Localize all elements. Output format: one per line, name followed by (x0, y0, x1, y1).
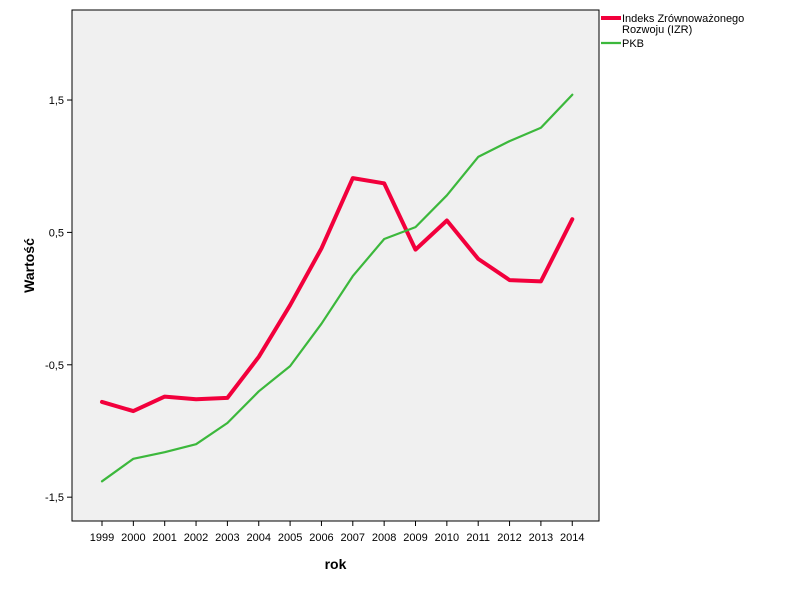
x-tick-label: 2009 (403, 532, 427, 544)
y-tick-label: -1,5 (45, 492, 64, 504)
x-tick-label: 2013 (529, 532, 553, 544)
series-layer (100, 93, 575, 483)
x-tick-label: 2008 (372, 532, 396, 544)
x-tick-label: 2006 (309, 532, 333, 544)
x-tick-label: 2007 (341, 532, 365, 544)
legend-label-line: PKB (622, 38, 644, 50)
x-tick-label: 2011 (466, 532, 490, 544)
y-axis-title: Wartość (21, 238, 37, 293)
x-tick-label: 2000 (121, 532, 145, 544)
plot-area (71, 9, 600, 522)
series-line-izr (100, 176, 575, 414)
series-line-pkb (100, 93, 574, 483)
x-tick-label: 2014 (560, 532, 584, 544)
x-tick-label: 2002 (184, 532, 208, 544)
x-tick-label: 2010 (435, 532, 459, 544)
legend-label: PKB (622, 38, 644, 50)
x-tick-label: 2001 (152, 532, 176, 544)
y-axis: 1,5 0,5 -0,5 -1,5 (45, 95, 72, 504)
legend-label-line: Rozwoju (IZR) (622, 24, 692, 36)
x-tick-label: 1999 (90, 532, 114, 544)
x-axis: 1999 2000 2001 2002 2003 2004 2005 2006 2007 2008… (90, 521, 584, 544)
legend-label: Indeks Zrównoważonego Rozwoju (IZR) (622, 13, 744, 36)
x-tick-label: 2005 (278, 532, 302, 544)
y-tick-label: 1,5 (49, 95, 64, 107)
x-tick-label: 2003 (215, 532, 239, 544)
x-tick-label: 2012 (497, 532, 521, 544)
legend-label-line: Indeks Zrównoważonego (622, 13, 744, 25)
y-tick-label: 0,5 (49, 227, 64, 239)
legend: Indeks Zrównoważonego Rozwoju (IZR) PKB (601, 13, 744, 50)
y-tick-label: -0,5 (45, 360, 64, 372)
x-tick-label: 2004 (247, 532, 271, 544)
x-axis-title: rok (325, 556, 347, 572)
